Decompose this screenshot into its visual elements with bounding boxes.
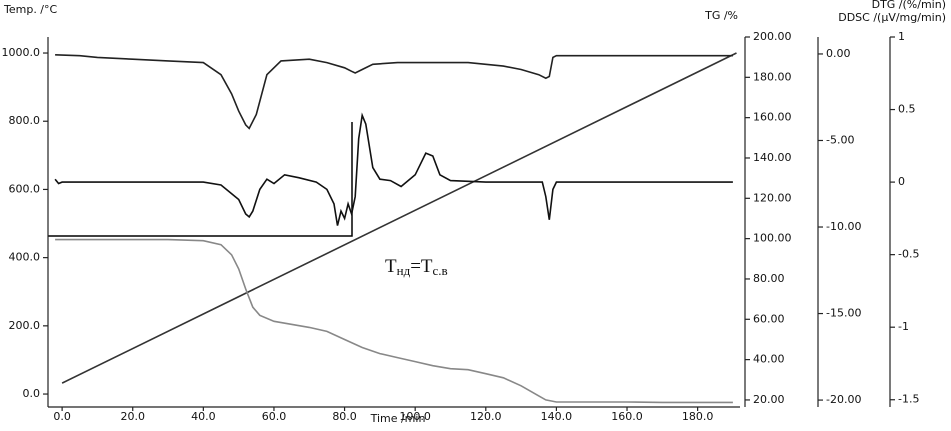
annotation-sub: нд xyxy=(397,263,411,278)
y3-axis-title: DTG /(%/min) xyxy=(872,0,946,11)
y-tick-label: 0.0 xyxy=(23,387,41,400)
x-tick-label: 160.0 xyxy=(611,410,643,423)
y2-tick-label: 60.00 xyxy=(753,312,785,325)
series-line xyxy=(55,238,733,404)
y-tick-label: 600.0 xyxy=(9,182,41,195)
annotation: Tнд=Tс.в xyxy=(385,256,448,278)
annotation-part: =T xyxy=(410,256,433,277)
y2-tick-label: 120.00 xyxy=(753,191,792,204)
series-line xyxy=(55,54,733,130)
y4-axis-title: DDSC /(µV/mg/min) xyxy=(838,11,946,24)
y3-tick-label: -5.00 xyxy=(826,133,854,146)
y2-tick-label: 200.00 xyxy=(753,30,792,43)
x-tick-label: 0.0 xyxy=(53,410,71,423)
y2-tick-label: 100.00 xyxy=(753,232,792,245)
y-tick-label: 400.0 xyxy=(9,251,41,264)
y2-tick-label: 180.00 xyxy=(753,70,792,83)
y2-axis-title: TG /% xyxy=(704,9,738,22)
y4-tick-label: -0.5 xyxy=(898,248,919,261)
y-axis-title: Temp. /°C xyxy=(3,3,58,16)
annotation-part: T xyxy=(385,256,397,277)
x-tick-label: 40.0 xyxy=(191,410,216,423)
y2-tick-label: 160.00 xyxy=(753,111,792,124)
series-line xyxy=(61,52,737,384)
y3-tick-label: -20.00 xyxy=(826,393,861,406)
x-tick-label: 80.0 xyxy=(332,410,357,423)
x-tick-label: 140.0 xyxy=(541,410,573,423)
x-tick-label: 20.0 xyxy=(120,410,145,423)
y3-tick-label: -10.00 xyxy=(826,220,861,233)
x-tick-label: 180.0 xyxy=(682,410,714,423)
series-line xyxy=(54,112,733,226)
reference-step-line xyxy=(48,122,353,237)
x-tick-label: 100.0 xyxy=(399,410,431,423)
y4-tick-label: -1 xyxy=(898,320,909,333)
y-tick-label: 200.0 xyxy=(9,319,41,332)
y3-tick-label: 0.00 xyxy=(826,47,851,60)
x-tick-label: 60.0 xyxy=(262,410,287,423)
x-axis-title: Time /min xyxy=(370,412,426,425)
y4-tick-label: 0.5 xyxy=(898,103,916,116)
x-tick-label: 120.0 xyxy=(470,410,502,423)
y2-tick-label: 140.00 xyxy=(753,151,792,164)
y4-tick-label: 1 xyxy=(898,30,905,43)
annotation-sub: с.в xyxy=(433,263,448,278)
y4-tick-label: 0 xyxy=(898,175,905,188)
y2-tick-label: 40.00 xyxy=(753,353,785,366)
y4-tick-label: -1.5 xyxy=(898,393,919,406)
y-tick-label: 1000.0 xyxy=(2,46,41,59)
y3-tick-label: -15.00 xyxy=(826,307,861,320)
y-tick-label: 800.0 xyxy=(9,114,41,127)
y2-tick-label: 20.00 xyxy=(753,393,785,406)
y2-tick-label: 80.00 xyxy=(753,272,785,285)
